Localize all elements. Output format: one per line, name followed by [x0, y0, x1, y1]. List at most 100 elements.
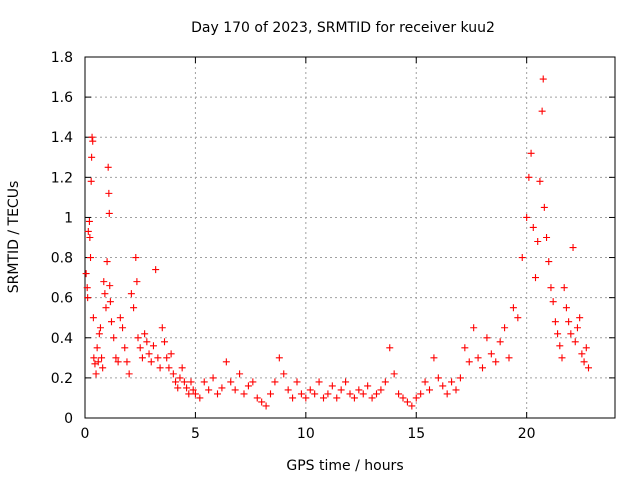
data-point	[189, 386, 197, 394]
data-point	[571, 338, 579, 346]
data-point	[580, 358, 588, 366]
y-tick-label: 1.2	[51, 170, 73, 186]
data-point	[244, 382, 252, 390]
data-point	[417, 390, 425, 398]
data-point	[514, 314, 522, 322]
data-point	[320, 394, 327, 402]
data-point	[88, 133, 96, 141]
data-point	[90, 354, 98, 362]
data-point	[138, 354, 146, 362]
data-point	[527, 149, 535, 157]
data-point	[540, 203, 548, 211]
data-point	[509, 304, 517, 312]
data-point	[253, 394, 261, 402]
data-point	[565, 318, 573, 326]
data-point	[465, 358, 473, 366]
data-point	[169, 370, 177, 378]
data-point	[84, 294, 92, 302]
data-point	[104, 163, 112, 171]
chart-title: Day 170 of 2023, SRMTID for receiver kuu…	[191, 20, 495, 36]
data-point	[567, 330, 575, 338]
data-point	[523, 213, 531, 221]
data-point	[262, 402, 270, 410]
data-point	[227, 378, 235, 386]
data-point	[381, 378, 389, 386]
data-point	[556, 342, 564, 350]
data-point	[165, 364, 173, 372]
data-point	[143, 338, 151, 346]
data-point	[106, 282, 114, 290]
data-point	[121, 344, 129, 352]
data-point	[101, 290, 109, 298]
x-tick-label: 15	[407, 426, 425, 442]
data-point	[134, 334, 142, 342]
data-point	[271, 378, 279, 386]
data-point	[94, 358, 102, 366]
data-point	[536, 177, 544, 185]
data-point	[585, 364, 592, 372]
grid-lines	[85, 57, 615, 418]
data-point	[359, 390, 367, 398]
data-point	[180, 378, 188, 386]
data-point	[258, 398, 266, 406]
data-point	[408, 402, 416, 410]
data-point	[87, 177, 95, 185]
data-point	[562, 304, 570, 312]
data-point	[377, 386, 385, 394]
data-point	[452, 386, 460, 394]
data-point	[346, 390, 354, 398]
data-point	[92, 370, 100, 378]
data-point	[532, 274, 539, 282]
data-point	[102, 304, 110, 312]
data-point	[158, 324, 166, 332]
data-point	[83, 284, 91, 292]
y-tick-label: 1.6	[51, 90, 73, 106]
data-point	[176, 374, 184, 382]
data-point	[492, 358, 500, 366]
data-point	[275, 354, 283, 362]
data-point	[547, 284, 555, 292]
data-point	[123, 358, 131, 366]
data-point	[421, 378, 429, 386]
data-point	[174, 384, 182, 392]
data-point	[96, 324, 104, 332]
data-point	[582, 344, 590, 352]
data-point	[125, 370, 133, 378]
data-point	[178, 364, 186, 372]
data-point	[103, 258, 111, 266]
data-point	[267, 390, 274, 398]
data-point	[364, 382, 372, 390]
data-point	[518, 254, 526, 262]
data-point	[479, 364, 486, 372]
data-point	[82, 270, 90, 278]
data-point	[205, 386, 213, 394]
data-point	[569, 244, 577, 252]
data-point	[461, 344, 469, 352]
data-point	[395, 390, 403, 398]
data-point	[218, 384, 226, 392]
data-point	[89, 314, 97, 322]
data-point	[127, 290, 135, 298]
y-tick-label: 1.4	[51, 130, 73, 146]
data-point	[187, 378, 195, 386]
data-point	[161, 338, 168, 346]
data-point	[86, 234, 94, 241]
data-point	[578, 350, 586, 358]
data-point	[114, 358, 122, 366]
data-point	[130, 304, 138, 312]
data-point	[337, 386, 345, 394]
data-point	[399, 394, 407, 402]
data-points	[82, 75, 592, 410]
data-point	[350, 394, 358, 402]
data-point	[183, 384, 191, 392]
x-tick-label: 20	[518, 426, 536, 442]
y-axis-label: SRMTID / TECUs	[6, 181, 22, 294]
data-point	[132, 254, 140, 262]
data-point	[430, 354, 438, 362]
data-point	[534, 238, 542, 246]
data-point	[108, 318, 115, 326]
data-point	[84, 227, 92, 235]
axis-ticks: 0 0.2 0.4 0.6 0.8 1 1.2 1.4 1.6 1.8 0 5 10 15 20	[51, 50, 615, 442]
data-point	[141, 330, 149, 338]
